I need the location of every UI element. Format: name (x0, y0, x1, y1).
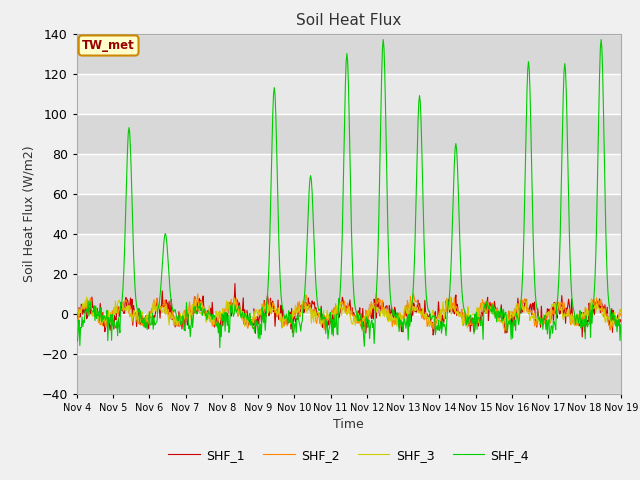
SHF_4 (380, 36, 387, 42)
SHF_2 (431, 325, 439, 331)
SHF_1 (617, 317, 625, 323)
X-axis label: Time: Time (333, 418, 364, 431)
SHF_3 (84, 303, 92, 309)
SHF_4 (433, 326, 440, 332)
Legend: SHF_1, SHF_2, SHF_3, SHF_4: SHF_1, SHF_2, SHF_3, SHF_4 (163, 444, 534, 467)
Y-axis label: Soil Heat Flux (W/m2): Soil Heat Flux (W/m2) (23, 145, 36, 282)
SHF_1 (73, 313, 81, 319)
SHF_4 (83, 306, 90, 312)
SHF_4 (194, 305, 202, 311)
SHF_4 (223, 323, 231, 328)
SHF_2 (504, 328, 511, 334)
Text: TW_met: TW_met (82, 39, 135, 52)
Bar (77, 154, 621, 193)
Bar (77, 313, 621, 354)
SHF_2 (195, 303, 202, 309)
SHF_3 (617, 309, 625, 314)
SHF_1 (83, 316, 90, 322)
SHF_1 (231, 281, 239, 287)
Bar (77, 354, 621, 394)
SHF_2 (223, 304, 231, 310)
SHF_3 (140, 318, 147, 324)
SHF_4 (617, 322, 625, 327)
SHF_2 (194, 291, 202, 297)
Bar (77, 34, 621, 73)
SHF_4 (139, 320, 147, 326)
Line: SHF_4: SHF_4 (77, 39, 621, 348)
SHF_4 (216, 345, 223, 350)
SHF_3 (223, 310, 231, 316)
SHF_1 (139, 316, 147, 322)
Line: SHF_1: SHF_1 (77, 284, 621, 337)
SHF_1 (223, 310, 230, 316)
SHF_3 (416, 309, 424, 315)
Bar (77, 193, 621, 234)
SHF_4 (417, 99, 424, 105)
SHF_4 (73, 338, 81, 344)
Bar (77, 234, 621, 274)
Bar (77, 274, 621, 313)
Bar (77, 73, 621, 114)
SHF_3 (83, 294, 90, 300)
SHF_3 (195, 300, 202, 306)
SHF_2 (83, 308, 90, 313)
SHF_3 (431, 322, 439, 327)
SHF_2 (139, 323, 147, 328)
SHF_3 (73, 308, 81, 314)
SHF_3 (463, 325, 471, 331)
SHF_1 (579, 334, 586, 340)
Bar (77, 114, 621, 154)
Title: Soil Heat Flux: Soil Heat Flux (296, 13, 401, 28)
SHF_1 (416, 300, 424, 306)
Line: SHF_2: SHF_2 (77, 294, 621, 331)
SHF_1 (194, 309, 202, 314)
SHF_1 (431, 309, 439, 314)
SHF_2 (416, 305, 424, 311)
SHF_2 (73, 312, 81, 318)
Line: SHF_3: SHF_3 (77, 297, 621, 328)
SHF_2 (617, 311, 625, 316)
